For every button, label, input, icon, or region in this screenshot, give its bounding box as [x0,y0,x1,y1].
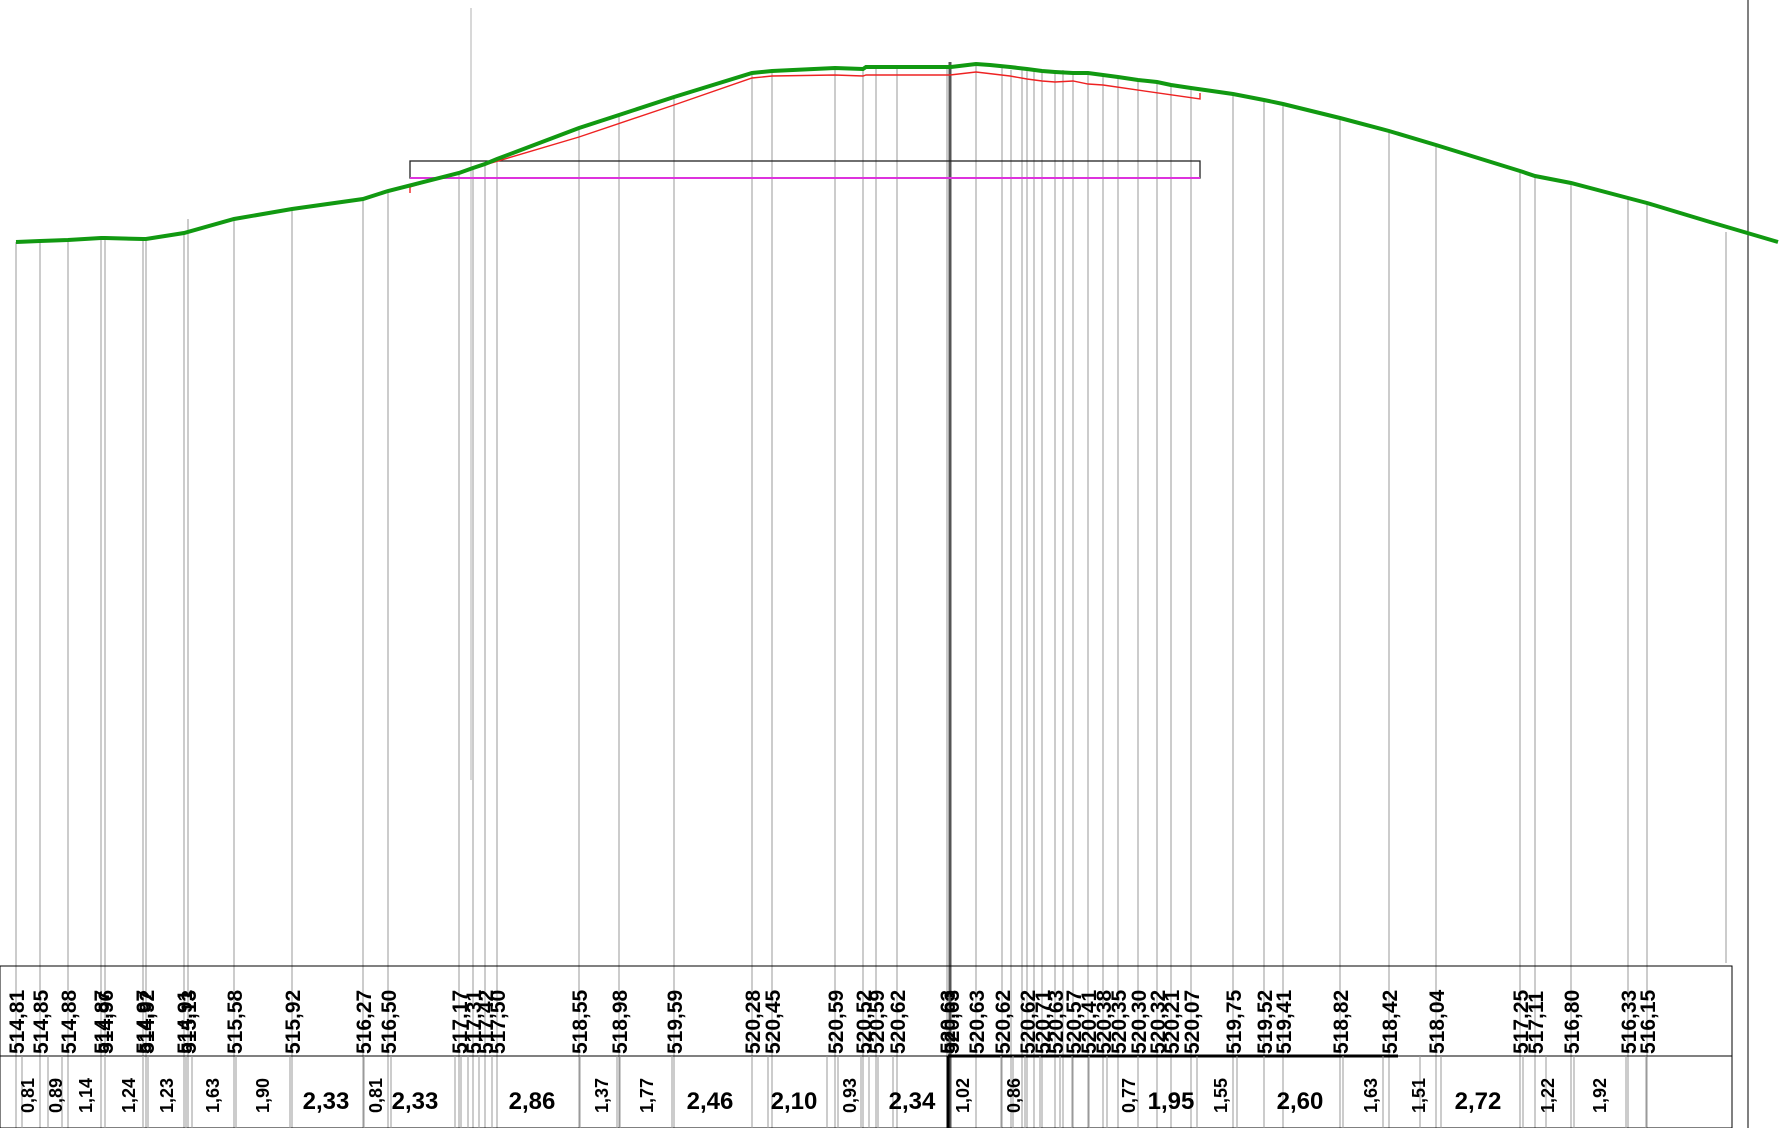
elevation-label: 516,80 [1561,990,1584,1054]
elevation-label: 520,45 [762,989,785,1054]
elevation-label: 520,63 [966,990,989,1054]
elevation-label: 520,63 [1045,990,1068,1054]
elevation-label: 520,38 [1093,989,1116,1054]
elevation-label: 518,55 [569,989,592,1054]
elevation-label: 519,75 [1223,989,1246,1054]
elevation-label: 519,59 [664,990,687,1054]
table-bands [0,965,1733,1128]
elevation-label: 520,21 [1161,989,1184,1054]
elevation-label: 520,62 [887,990,910,1054]
station-lines [15,0,1749,1128]
elevation-label: 520,07 [1181,990,1204,1054]
distance-label: 0,93 [840,1078,860,1113]
distance-label: 0,81 [366,1078,386,1113]
distance-label: 1,51 [1409,1078,1429,1113]
distance-label: 2,60 [1277,1088,1324,1115]
distance-label: 2,46 [687,1088,734,1115]
elevation-label: 515,13 [178,990,201,1054]
distance-label: 2,33 [392,1088,439,1115]
elevation-label: 520,57 [1063,990,1086,1054]
elevation-label: 517,11 [1525,991,1548,1054]
elevation-label: 515,92 [282,990,305,1054]
distance-label: 1,90 [253,1078,273,1113]
distance-label: 1,14 [76,1078,96,1113]
elevation-label: 518,98 [609,989,632,1054]
distance-label: 1,77 [637,1078,657,1113]
distance-label: 1,95 [1148,1088,1195,1115]
elevation-label: 520,28 [742,989,765,1054]
distance-label: 2,34 [889,1088,936,1115]
level-box [409,160,1201,179]
elevation-label: 519,41 [1273,989,1296,1054]
elevation-label: 520,62 [1017,990,1040,1054]
elevation-label: 520,52 [853,990,876,1054]
distance-labels: 0,81 0,89 1,14 1,24 1,23 1,63 1,90 2,33 0,81 2,33… [18,1078,1610,1115]
elevation-label: 518,82 [1330,990,1353,1054]
distance-band [0,1055,1733,1128]
distance-label: 1,02 [953,1078,973,1113]
elevation-label: 517,31 [463,989,486,1054]
elevation-label: 520,59 [866,990,889,1054]
elevation-label: 516,27 [353,990,376,1054]
elevation-label: 514,88 [58,989,81,1054]
distance-label: 1,23 [157,1078,177,1113]
terrain-line [15,61,1779,244]
distance-label: 0,89 [46,1078,66,1113]
elevation-label: 514,92 [136,990,159,1054]
elevation-label: 520,71 [1032,989,1055,1054]
elevation-label: 520,59 [825,990,848,1054]
distance-label: 1,37 [592,1078,612,1113]
elevation-label: 518,42 [1379,990,1402,1054]
elevation-label: 514,91 [174,989,197,1054]
distance-label: 2,72 [1455,1088,1502,1115]
elevation-label: 516,50 [378,990,401,1054]
elevation-label: 514,96 [95,990,118,1054]
profile-lines [15,61,1779,244]
elevation-label: 520,30 [1128,990,1151,1054]
distance-label: 0,77 [1119,1078,1139,1113]
distance-label: 2,33 [303,1088,350,1115]
distance-label: 1,24 [119,1078,139,1113]
distance-label: 1,55 [1211,1078,1231,1113]
elevation-label: 517,25 [1510,989,1533,1054]
elevation-label: 520,63 [937,990,960,1054]
elevation-label: 520,32 [1147,990,1170,1054]
distance-label: 0,86 [1004,1078,1024,1113]
elevation-label: 516,15 [1637,989,1660,1054]
distance-label: 1,63 [1361,1078,1381,1113]
elevation-label: 520,41 [1078,989,1101,1054]
distance-label: 2,86 [509,1088,556,1115]
elevation-label: 520,35 [1108,989,1131,1054]
distance-label: 0,81 [18,1078,38,1113]
elevation-label: 518,04 [1426,989,1449,1054]
elevation-label: 516,33 [1618,990,1641,1054]
distance-label: 1,22 [1538,1078,1558,1113]
elevation-label: 517,50 [487,990,510,1054]
elevation-label: 514,81 [6,989,29,1054]
elevation-label: 514,85 [30,989,53,1054]
elevation-label: 520,62 [992,990,1015,1054]
elevation-label: 517,17 [449,990,472,1054]
elevation-label: 517,42 [475,990,498,1054]
elevation-label: 520,63 [941,990,964,1054]
elevation-label: 519,52 [1254,990,1277,1054]
distance-label: 1,63 [203,1078,223,1113]
distance-label: 1,92 [1590,1078,1610,1113]
design-line [409,71,1201,193]
elevation-label: 514,97 [133,990,156,1054]
distance-label: 2,10 [771,1088,818,1115]
elevation-label: 515,58 [224,989,247,1054]
elevation-label: 514,87 [91,990,114,1054]
